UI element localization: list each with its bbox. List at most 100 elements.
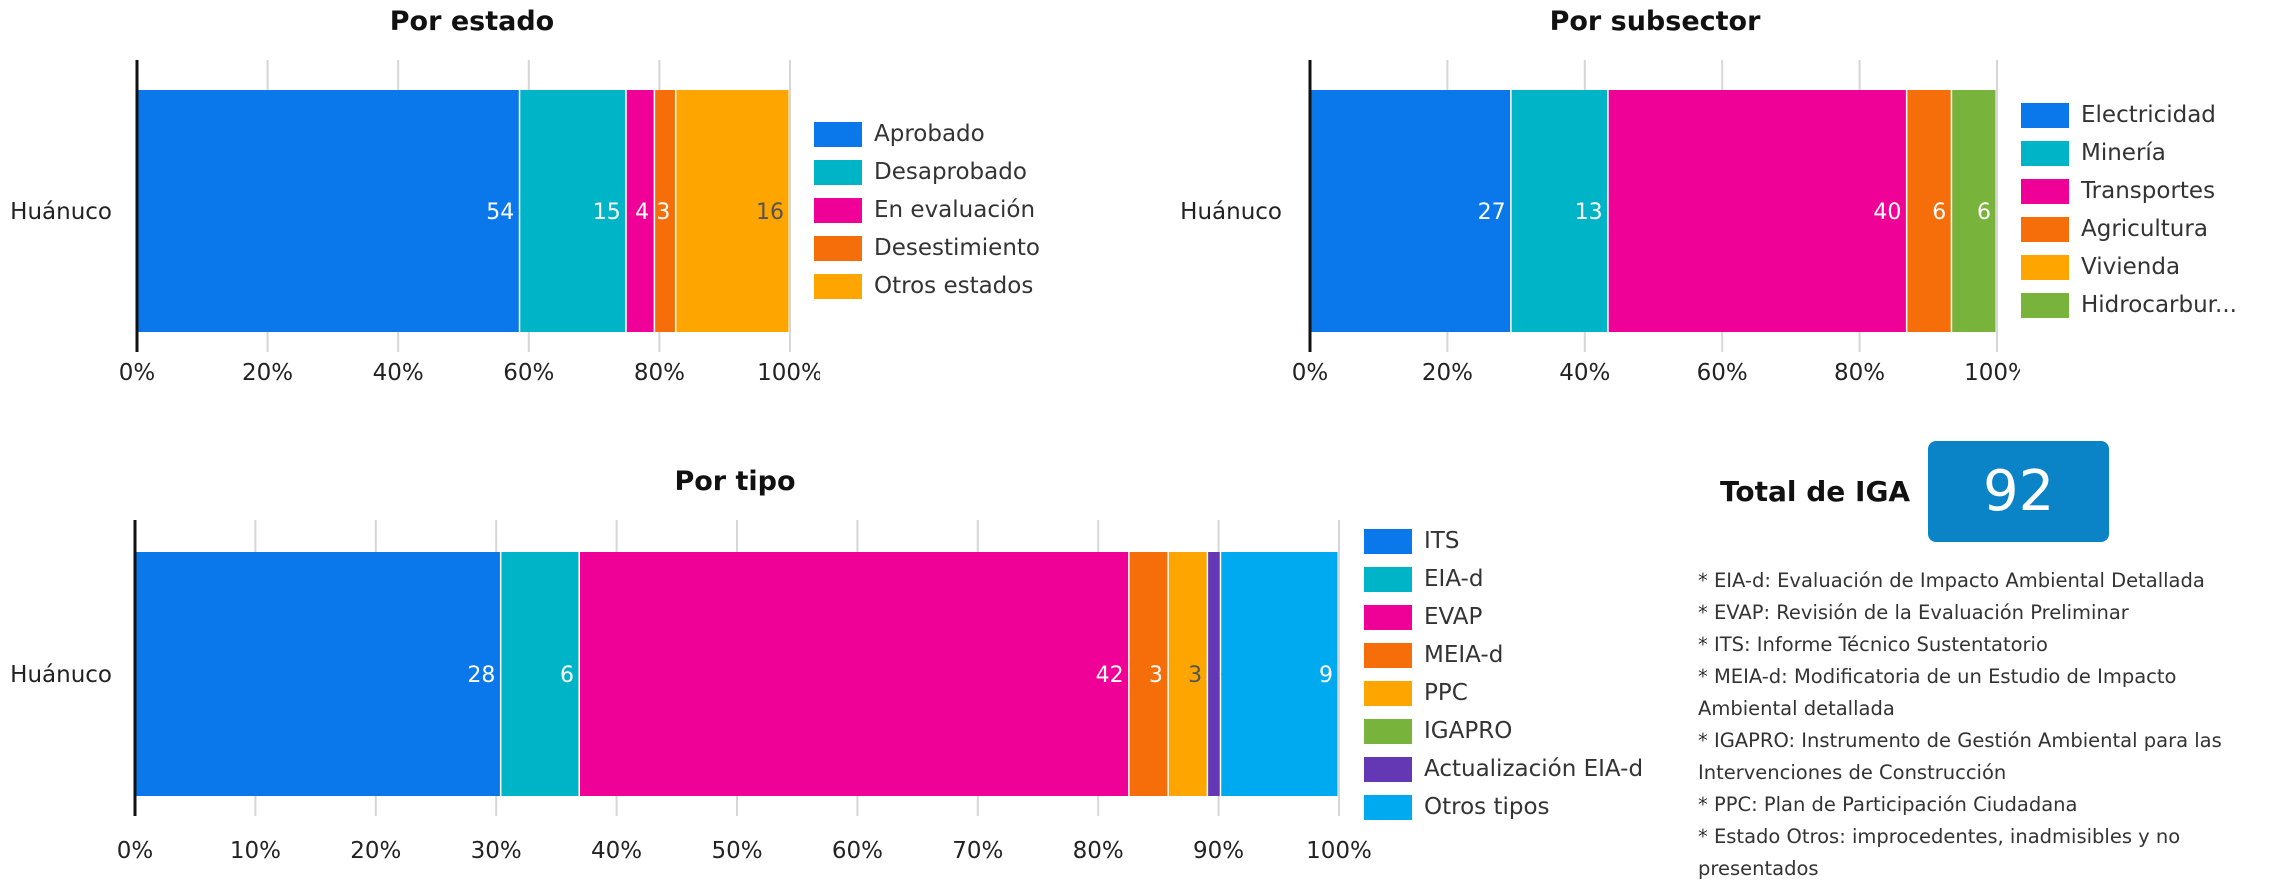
bar-segment [1208,552,1220,796]
legend-label: Actualización EIA-d [1424,756,1644,782]
x-tick-label: 40% [591,838,642,864]
legend-swatch [1364,604,1412,630]
bar-segment [1952,90,1996,332]
x-tick-label: 40% [373,360,424,386]
legend-label: Agricultura [2081,216,2208,242]
bar-segment [626,90,654,332]
legend-item: Agricultura [2021,210,2237,248]
legend-item: Desestimiento [814,229,1040,267]
x-tick-label: 20% [350,838,401,864]
legend-item: Minería [2021,134,2237,172]
legend-item: Hidrocarbur... [2021,286,2237,324]
chart-legend: Aprobado Desaprobado En evaluación Desestim… [814,115,1040,305]
bar-segment [1511,90,1608,332]
legend-label: Vivienda [2081,254,2181,280]
legend-swatch [2021,254,2069,280]
footnote: * EVAP: Revisión de la Evaluación Prelim… [1698,601,2129,624]
footnote: * PPC: Plan de Participación Ciudadana [1698,793,2078,816]
x-tick-label: 40% [1559,360,1610,386]
legend-item: IGAPRO [1364,712,1643,750]
x-tick-label: 0% [119,360,156,386]
chart-svg: 0% 10% 20% 30% 40% 50% 60% 70% 80% 90% 100% 28 6 42 3 3… [10,520,1372,864]
data-label: 27 [1478,200,1506,225]
bar-segment [1310,90,1511,332]
legend-swatch [814,159,862,185]
category-label: Huánuco [10,662,112,688]
legend-item: ITS [1364,522,1643,560]
legend-label: ITS [1424,528,1460,554]
x-tick-label: 80% [1073,838,1124,864]
legend-label: Desaprobado [874,159,1027,185]
bar-segment [1608,90,1906,332]
data-label: 3 [1188,663,1202,688]
legend-item: Otros estados [814,267,1040,305]
bar-segment [520,90,626,332]
bar-segment [1129,552,1168,796]
data-label: 4 [635,200,649,225]
legend-label: EIA-d [1424,566,1484,592]
legend-label: IGAPRO [1424,718,1513,744]
legend-label: Otros tipos [1424,794,1550,820]
x-tick-label: 0% [1292,360,1329,386]
x-tick-label: 100% [1964,360,2020,386]
chart-legend: ITS EIA-d EVAP MEIA-d PPC IGAPRO Actualización… [1364,522,1643,826]
x-tick-label: 20% [1422,360,1473,386]
legend-label: Aprobado [874,121,985,147]
data-label: 6 [1977,200,1991,225]
total-label: Total de IGA [1720,475,1911,508]
footnote: * EIA-d: Evaluación de Impacto Ambiental… [1698,569,2205,592]
data-label: 6 [560,663,574,688]
legend-item: PPC [1364,674,1643,712]
x-tick-label: 90% [1193,838,1244,864]
data-label: 28 [467,663,495,688]
legend-label: Minería [2081,140,2166,166]
legend-swatch [2021,140,2069,166]
x-tick-label: 30% [471,838,522,864]
legend-label: PPC [1424,680,1468,706]
legend-item: Actualización EIA-d [1364,750,1643,788]
data-label: 13 [1575,200,1603,225]
legend-swatch [1364,642,1412,668]
footnote: * ITS: Informe Técnico Sustentatorio [1698,633,2048,656]
footnote: * MEIA-d: Modificatoria de un Estudio de… [1698,665,2177,720]
total-value-box: 92 [1928,441,2110,542]
legend-label: Otros estados [874,273,1034,299]
total-value: 92 [1982,459,2055,524]
footnote: * Estado Otros: improcedentes, inadmisib… [1698,825,2181,880]
bar-segment [137,90,519,332]
x-tick-label: 60% [832,838,883,864]
legend-item: Otros tipos [1364,788,1643,826]
legend-swatch [2021,292,2069,318]
legend-label: En evaluación [874,197,1036,223]
total-card: Total de IGA 92 [1720,441,2110,542]
bar-segment [579,552,1129,796]
legend-item: Vivienda [2021,248,2237,286]
legend-swatch [1364,528,1412,554]
legend-swatch [814,273,862,299]
data-label: 6 [1932,200,1946,225]
legend-swatch [814,235,862,261]
data-label: 40 [1873,200,1901,225]
legend-swatch [814,197,862,223]
x-tick-label: 80% [634,360,685,386]
bar-segment [1168,552,1207,796]
chart-legend: Electricidad Minería Transportes Agricultur… [2021,96,2237,324]
legend-label: Electricidad [2081,102,2216,128]
category-label: Huánuco [10,199,112,225]
x-tick-label: 60% [503,360,554,386]
chart-svg: 0% 20% 40% 60% 80% 100% 27 13 40 6 6 Huánuco [1180,60,2020,386]
bar-segment [1221,552,1338,796]
x-tick-label: 100% [1306,838,1372,864]
chart-title: Por tipo [674,466,796,497]
legend-label: Desestimiento [874,235,1040,261]
legend-item: Aprobado [814,115,1040,153]
legend-label: Hidrocarbur... [2081,292,2237,318]
x-tick-label: 80% [1834,360,1885,386]
bar-segment [1907,90,1951,332]
data-label: 3 [656,200,670,225]
legend-swatch [1364,756,1412,782]
legend-item: MEIA-d [1364,636,1643,674]
bar-segment [676,90,789,332]
footnote: * IGAPRO: Instrumento de Gestión Ambient… [1698,729,2222,784]
data-label: 42 [1096,663,1124,688]
